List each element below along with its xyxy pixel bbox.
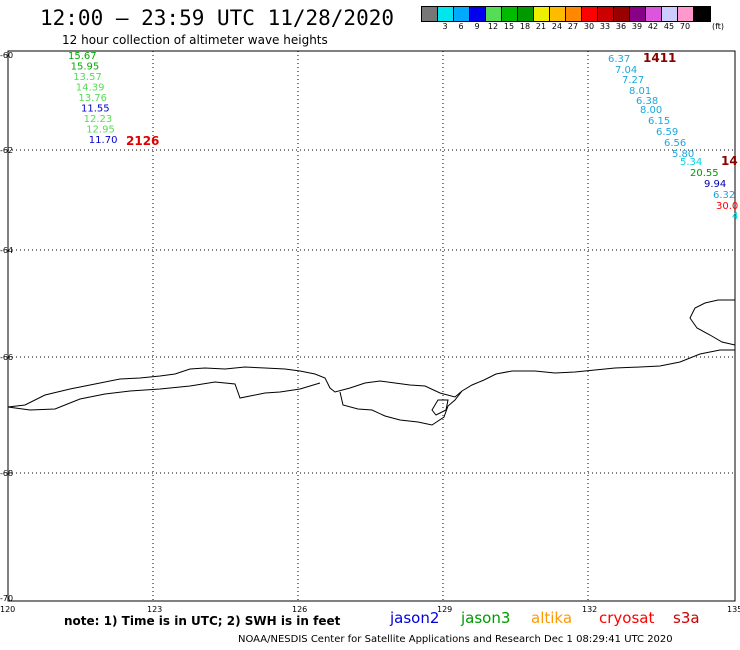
wave-height-reading: 12.95	[86, 125, 115, 136]
latitude-label: -64	[0, 246, 13, 255]
wave-height-reading: 9.94	[704, 179, 726, 190]
colorbar-swatch	[534, 7, 550, 21]
colorbar-label: 30	[583, 22, 595, 31]
wave-height-reading: 7.04	[615, 65, 637, 76]
latitude-label: -66	[0, 353, 13, 362]
satellite-legend-item: s3a	[673, 609, 700, 627]
coast-islet	[431, 399, 449, 416]
colorbar-swatch	[422, 7, 438, 21]
colorbar-swatch	[502, 7, 518, 21]
credit-line: NOAA/NESDIS Center for Satellite Applica…	[238, 634, 673, 645]
wave-height-reading: 7.27	[622, 75, 644, 86]
satellite-legend-item: cryosat	[599, 609, 655, 627]
satellite-legend-item: jason3	[461, 609, 511, 627]
colorbar-label: 9	[474, 22, 480, 31]
longitude-label: 135	[727, 605, 740, 614]
colorbar-label: 3	[442, 22, 448, 31]
map-subtitle: 12 hour collection of altimeter wave hei…	[62, 33, 328, 47]
wave-height-reading: 15.67	[68, 51, 97, 62]
colorbar-swatch	[550, 7, 566, 21]
map-title: 12:00 – 23:59 UTC 11/28/2020	[40, 6, 395, 30]
antarctic-coastline	[7, 349, 735, 408]
wave-height-reading: 6.59	[656, 127, 678, 138]
map-frame	[7, 50, 736, 602]
colorbar-swatch	[438, 7, 454, 21]
wave-height-reading: 5.80	[672, 149, 694, 160]
colorbar-label: 12	[487, 22, 499, 31]
colorbar-label: 6	[458, 22, 464, 31]
latitude-labels: -60 -62 -64 -66 -68 -70	[0, 51, 13, 603]
colorbar-label: 36	[615, 22, 627, 31]
wave-height-colorbar	[421, 6, 711, 22]
latitude-label: -62	[0, 146, 13, 155]
graticule-grid	[8, 51, 735, 601]
colorbar-swatch	[646, 7, 662, 21]
wave-height-reading: 11.55	[81, 104, 110, 115]
coast-bay	[339, 390, 463, 426]
latitude-label: -60	[0, 51, 13, 60]
longitude-label: 126	[292, 605, 307, 614]
wave-height-reading: 4	[732, 211, 738, 222]
wave-height-reading: 5.34	[680, 157, 702, 168]
colorbar-swatch	[614, 7, 630, 21]
colorbar-swatch	[518, 7, 534, 21]
wave-height-reading: 8.01	[629, 86, 651, 97]
colorbar-swatch	[486, 7, 502, 21]
wave-height-reading: 15.95	[71, 62, 100, 73]
colorbar-label: 24	[551, 22, 563, 31]
wave-height-reading: 12.23	[84, 114, 113, 125]
satellite-legend-item: jason2	[390, 609, 440, 627]
track-id-label: 14	[721, 154, 738, 168]
colorbar-label: 33	[599, 22, 611, 31]
colorbar-swatch	[662, 7, 678, 21]
wave-height-reading: 6.56	[664, 138, 686, 149]
colorbar-swatch	[694, 7, 710, 21]
colorbar-labels: 3 6 9 12 15 18 21 24 27 30 33 36 39 42 45 70	[421, 22, 693, 31]
wave-height-reading: 6.32	[713, 190, 735, 201]
colorbar-swatch	[566, 7, 582, 21]
satellite-legend-item: altika	[531, 609, 573, 627]
colorbar-label: 18	[519, 22, 531, 31]
wave-height-reading: 8.00	[640, 105, 662, 116]
colorbar-unit: (ft)	[712, 22, 725, 31]
wave-height-reading: 14.39	[76, 83, 105, 94]
track-id-label: 1411	[643, 51, 676, 65]
wave-height-reading: 6.15	[648, 116, 670, 127]
colorbar-swatch	[470, 7, 486, 21]
wave-height-reading: 6.38	[636, 96, 658, 107]
latitude-label: -68	[0, 469, 13, 478]
colorbar-label: 15	[503, 22, 515, 31]
colorbar-label: 27	[567, 22, 579, 31]
longitude-label: 123	[147, 605, 162, 614]
coast-east-peninsula	[689, 299, 736, 346]
colorbar-label: 70	[679, 22, 691, 31]
longitude-label: 132	[582, 605, 597, 614]
units-note: note: 1) Time is in UTC; 2) SWH is in fe…	[64, 614, 341, 628]
longitude-labels: 120 123 126 129 132 135	[0, 605, 740, 614]
altimeter-tracks: 15.6715.9513.5714.3913.7611.5512.2312.95…	[68, 51, 738, 222]
colorbar-swatch	[678, 7, 694, 21]
wave-height-reading: 13.57	[73, 72, 102, 83]
coast-inlet-west	[7, 381, 321, 411]
colorbar-swatch	[598, 7, 614, 21]
colorbar-swatch	[582, 7, 598, 21]
track-id-label: 2126	[126, 134, 159, 148]
longitude-label: 120	[0, 605, 15, 614]
wave-height-reading: 13.76	[78, 93, 107, 104]
colorbar-label: 21	[535, 22, 547, 31]
wave-height-reading: 30.0	[716, 201, 738, 212]
colorbar-swatch	[630, 7, 646, 21]
colorbar-label: 39	[631, 22, 643, 31]
colorbar-swatch	[454, 7, 470, 21]
longitude-label: 129	[437, 605, 452, 614]
colorbar-label: 42	[647, 22, 659, 31]
wave-height-reading: 20.55	[690, 168, 719, 179]
latitude-label: -70	[0, 594, 13, 603]
wave-height-reading: 11.70	[89, 135, 118, 146]
wave-height-reading: 6.37	[608, 54, 630, 65]
colorbar-label: 45	[663, 22, 675, 31]
